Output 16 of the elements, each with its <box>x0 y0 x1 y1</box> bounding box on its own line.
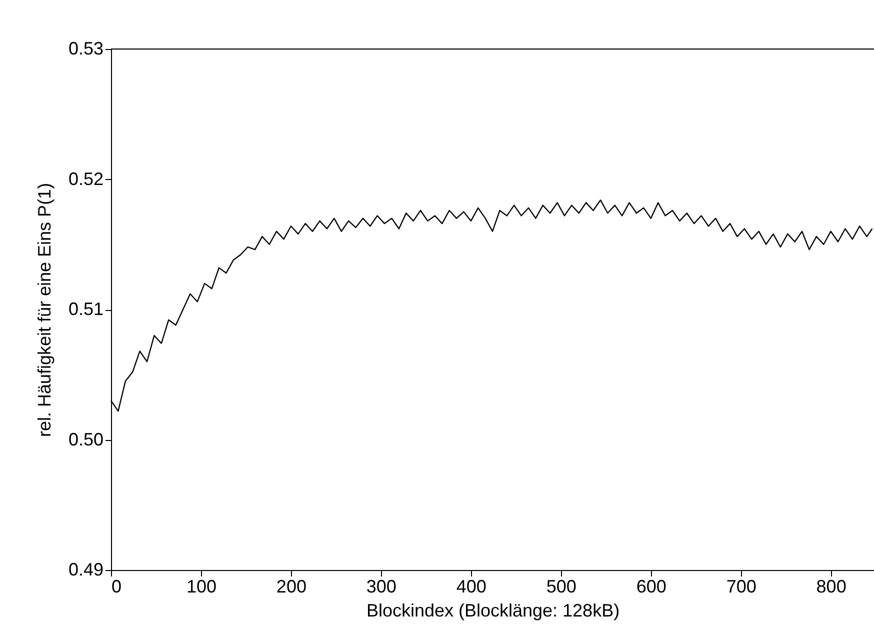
x-tick-label: 400 <box>456 576 486 596</box>
y-tick-label: 0.53 <box>68 38 104 58</box>
x-tick-label: 0 <box>112 576 122 596</box>
y-tick-label: 0.50 <box>68 429 104 450</box>
y-tick-label: 0.49 <box>68 560 104 580</box>
x-tick-label: 600 <box>636 576 666 596</box>
y-axis-title: rel. Häufigkeit für eine Eins P(1) <box>34 182 54 438</box>
x-tick-label: 200 <box>276 576 306 596</box>
x-tick-label: 800 <box>816 576 846 596</box>
x-tick-label: 500 <box>546 576 576 596</box>
x-axis-title: Blockindex (Blocklänge: 128kB) <box>366 600 620 620</box>
y-tick-label: 0.51 <box>68 299 104 319</box>
x-tick-label: 700 <box>726 576 756 596</box>
x-tick-label: 100 <box>186 576 216 596</box>
x-tick-label: 300 <box>366 576 396 596</box>
y-tick-label: 0.52 <box>68 168 104 189</box>
